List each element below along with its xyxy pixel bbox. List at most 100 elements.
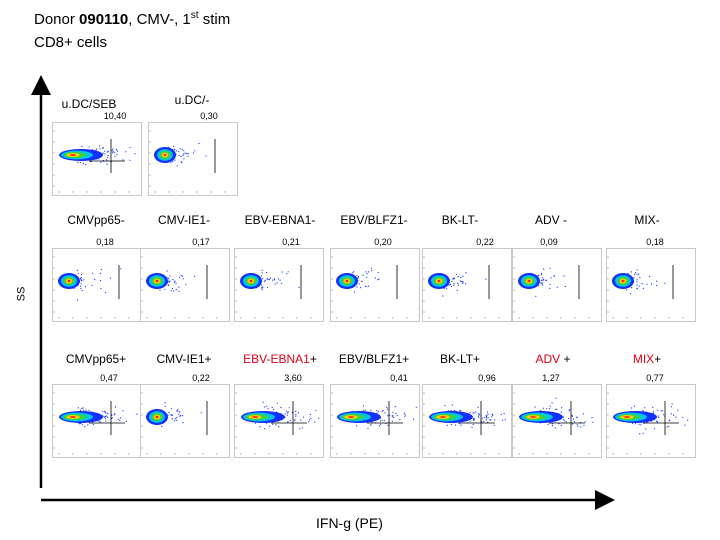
event-dot	[367, 285, 369, 287]
event-dot	[179, 148, 181, 150]
density-peak	[155, 415, 159, 419]
event-dot	[105, 418, 107, 420]
event-dot	[404, 415, 406, 417]
scatter-plot	[141, 392, 218, 455]
density-peak	[345, 279, 349, 283]
event-dot	[268, 278, 270, 281]
event-dot	[82, 407, 84, 409]
event-dot	[444, 404, 446, 407]
flow-plot-row2-mix: 0,77	[606, 373, 696, 458]
event-dot	[378, 425, 380, 427]
event-dot	[299, 428, 301, 430]
event-dot	[485, 419, 487, 421]
y-axis-label: SS	[15, 286, 28, 302]
event-dot	[79, 409, 81, 411]
event-dot	[462, 275, 464, 277]
event-dot	[164, 402, 166, 404]
event-dot	[577, 425, 579, 427]
event-dot	[180, 156, 182, 158]
flow-plot-row1-adv: 0,09	[512, 237, 602, 322]
event-dot	[503, 412, 505, 415]
event-dot	[540, 410, 542, 412]
event-dot	[645, 428, 647, 430]
event-dot	[179, 411, 181, 413]
event-dot	[568, 410, 570, 412]
event-dot	[630, 271, 632, 273]
event-dot	[392, 415, 394, 417]
event-dot	[387, 424, 389, 426]
flow-plot-row2-bklt: 0,96	[422, 373, 512, 458]
event-dot	[358, 275, 360, 278]
event-dot	[576, 416, 578, 418]
event-dot	[262, 286, 264, 288]
event-dot	[125, 151, 127, 153]
scatter-plot	[513, 256, 590, 319]
event-dot	[178, 413, 180, 415]
event-dot	[485, 417, 488, 419]
event-dot	[395, 412, 397, 415]
event-dot	[545, 279, 547, 281]
event-dot	[491, 416, 493, 418]
event-dot	[381, 419, 383, 421]
event-dot	[80, 279, 82, 281]
density-peak	[70, 416, 76, 418]
event-dot	[80, 273, 82, 276]
event-dot	[485, 278, 487, 280]
event-dot	[473, 418, 475, 420]
event-dot	[287, 271, 289, 273]
event-dot	[472, 412, 474, 414]
event-dot	[273, 279, 275, 281]
scatter-plot	[53, 256, 130, 319]
event-dot	[352, 272, 354, 274]
event-dot	[182, 415, 184, 417]
event-dot	[260, 275, 263, 277]
event-dot	[114, 413, 116, 415]
event-dot	[542, 407, 544, 409]
event-dot	[87, 424, 89, 426]
event-dot	[560, 411, 562, 413]
event-dot	[455, 424, 457, 426]
density-peak	[624, 416, 630, 418]
event-dot	[477, 406, 479, 408]
event-dot	[286, 410, 288, 412]
row2-label-bklt: BK-LT+	[439, 352, 481, 366]
event-dot	[657, 421, 659, 423]
event-dot	[185, 284, 187, 286]
event-dot	[77, 407, 79, 409]
event-dot	[186, 153, 188, 155]
density-peak	[70, 154, 76, 156]
event-dot	[116, 150, 119, 152]
event-dot	[371, 270, 373, 272]
event-dot	[635, 272, 637, 274]
event-dot	[300, 419, 302, 421]
event-dot	[266, 272, 268, 274]
event-dot	[287, 411, 289, 413]
event-dot	[112, 148, 114, 150]
row1-label-ebna1: EBV-EBNA1-	[244, 213, 316, 227]
event-dot	[384, 412, 386, 414]
event-dot	[548, 408, 551, 410]
donor-prefix: Donor	[34, 11, 80, 28]
event-dot	[96, 148, 98, 150]
flow-plot-control-neg: 0,30	[148, 111, 238, 196]
scatter-plot	[53, 130, 136, 193]
event-dot	[170, 290, 172, 292]
event-dot	[379, 423, 382, 425]
event-dot	[562, 416, 565, 418]
event-dot	[469, 420, 471, 422]
x-axis-label: IFN-g (PE)	[316, 515, 383, 531]
event-dot	[105, 420, 107, 422]
event-dot	[177, 409, 179, 411]
event-dot	[261, 286, 263, 288]
event-dot	[632, 422, 634, 425]
event-dot	[583, 424, 585, 426]
title-line: Donor 090110, CMV-, 1st stim	[34, 10, 230, 28]
percentage-value: 3,60	[284, 373, 302, 383]
event-dot	[119, 419, 121, 422]
event-dot	[367, 427, 369, 429]
event-dot	[164, 288, 166, 290]
event-dot	[181, 275, 184, 277]
event-dot	[534, 406, 536, 408]
event-dot	[181, 148, 183, 151]
event-dot	[280, 282, 282, 284]
